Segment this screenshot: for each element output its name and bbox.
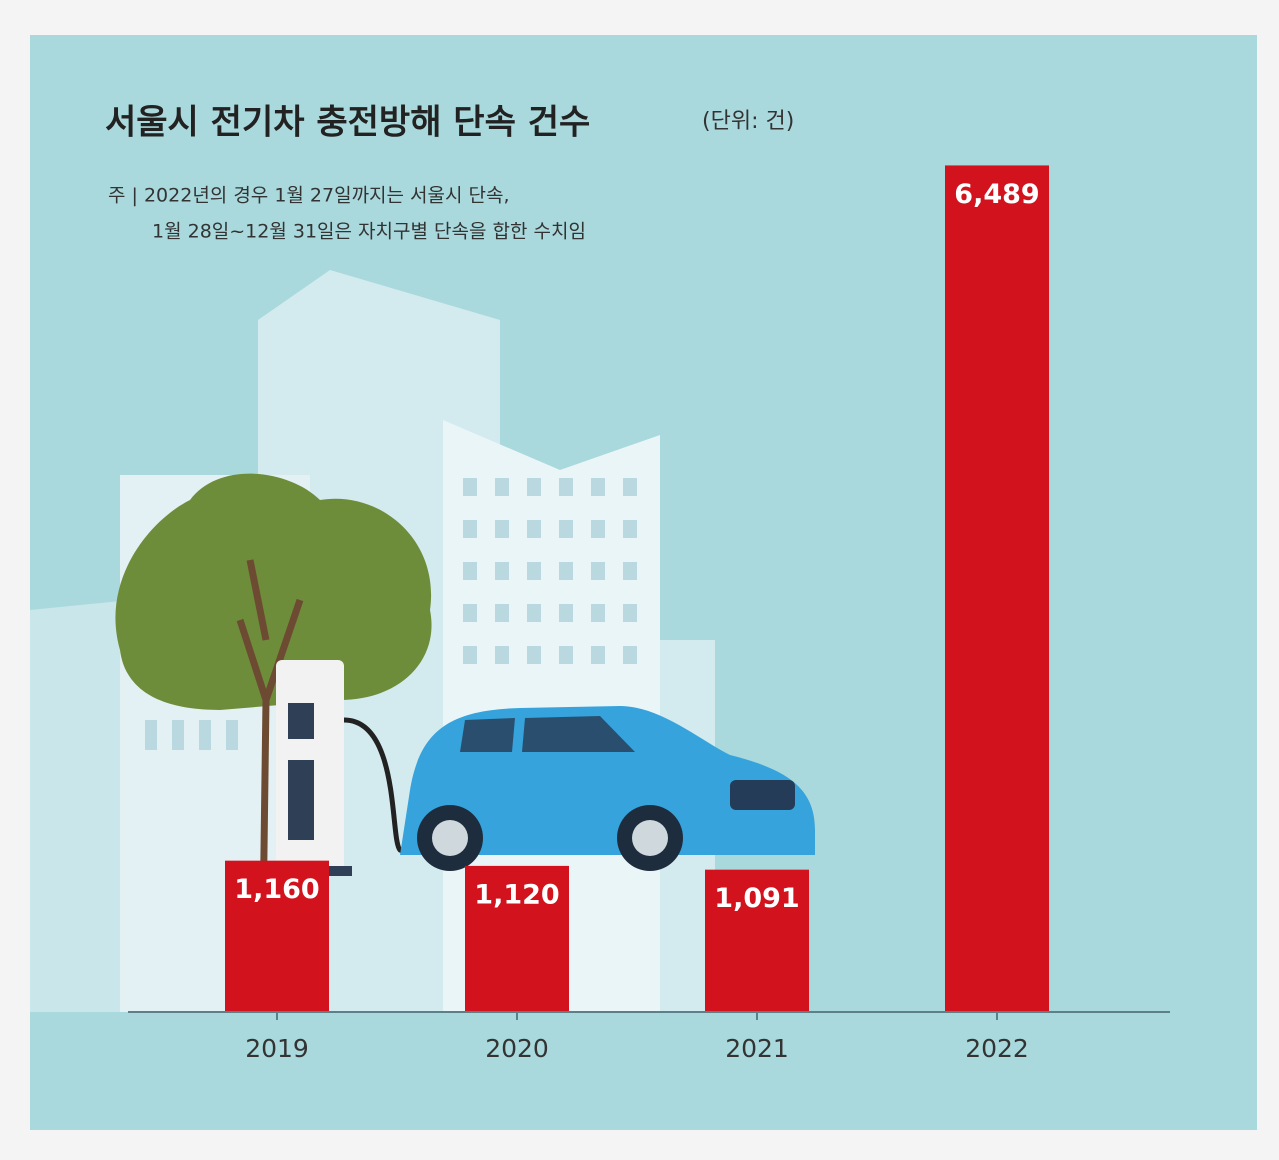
decoration: [730, 780, 795, 810]
decoration: [495, 520, 509, 538]
x-tick-label: 2022: [965, 1034, 1029, 1063]
decoration: [495, 646, 509, 664]
decoration: [495, 478, 509, 496]
decoration: [463, 604, 477, 622]
decoration: [288, 703, 314, 739]
decoration: [591, 520, 605, 538]
note: 1월 28일~12월 31일은 자치구별 단속을 합한 수치임: [152, 221, 586, 243]
decoration: [632, 820, 668, 856]
decoration: [559, 520, 573, 538]
decoration: [495, 562, 509, 580]
x-tick-label: 2020: [485, 1034, 549, 1063]
decoration: [199, 720, 211, 750]
chart-title: 서울시 전기차 충전방해 단속 건수: [105, 103, 590, 143]
decoration: [432, 820, 468, 856]
decoration: [495, 604, 509, 622]
decoration: [463, 562, 477, 580]
decoration: [527, 520, 541, 538]
decoration: [623, 646, 637, 664]
decoration: [591, 562, 605, 580]
unit-note: (단위: 건): [702, 109, 794, 134]
decoration: [623, 478, 637, 496]
decoration: [623, 562, 637, 580]
decoration: [527, 646, 541, 664]
decoration: [623, 520, 637, 538]
decoration: [559, 604, 573, 622]
decoration: [559, 478, 573, 496]
chart: 서울시 전기차 충전방해 단속 건수 (단위: 건) 주 | 2022년의 경우…: [0, 0, 1279, 1160]
decoration: [591, 604, 605, 622]
decoration: [463, 478, 477, 496]
bar: [945, 165, 1049, 1012]
decoration: [463, 520, 477, 538]
decoration: [591, 646, 605, 664]
decoration: [559, 646, 573, 664]
decoration: [288, 760, 314, 840]
value-label: 1,120: [474, 879, 559, 910]
value-label: 1,160: [234, 874, 319, 905]
decoration: [226, 720, 238, 750]
value-label: 6,489: [954, 179, 1039, 210]
decoration: [559, 562, 573, 580]
decoration: [591, 478, 605, 496]
note: 주 | 2022년의 경우 1월 27일까지는 서울시 단속,: [108, 185, 510, 207]
page: {"chart_data": {"type": "bar", "title": …: [0, 0, 1279, 1160]
value-label: 1,091: [714, 883, 799, 914]
x-tick-label: 2019: [245, 1034, 309, 1063]
decoration: [623, 604, 637, 622]
decoration: [527, 604, 541, 622]
decoration: [30, 600, 130, 1012]
decoration: [145, 720, 157, 750]
decoration: [463, 646, 477, 664]
decoration: [527, 478, 541, 496]
x-tick-label: 2021: [725, 1034, 789, 1063]
decoration: [527, 562, 541, 580]
decoration: [172, 720, 184, 750]
